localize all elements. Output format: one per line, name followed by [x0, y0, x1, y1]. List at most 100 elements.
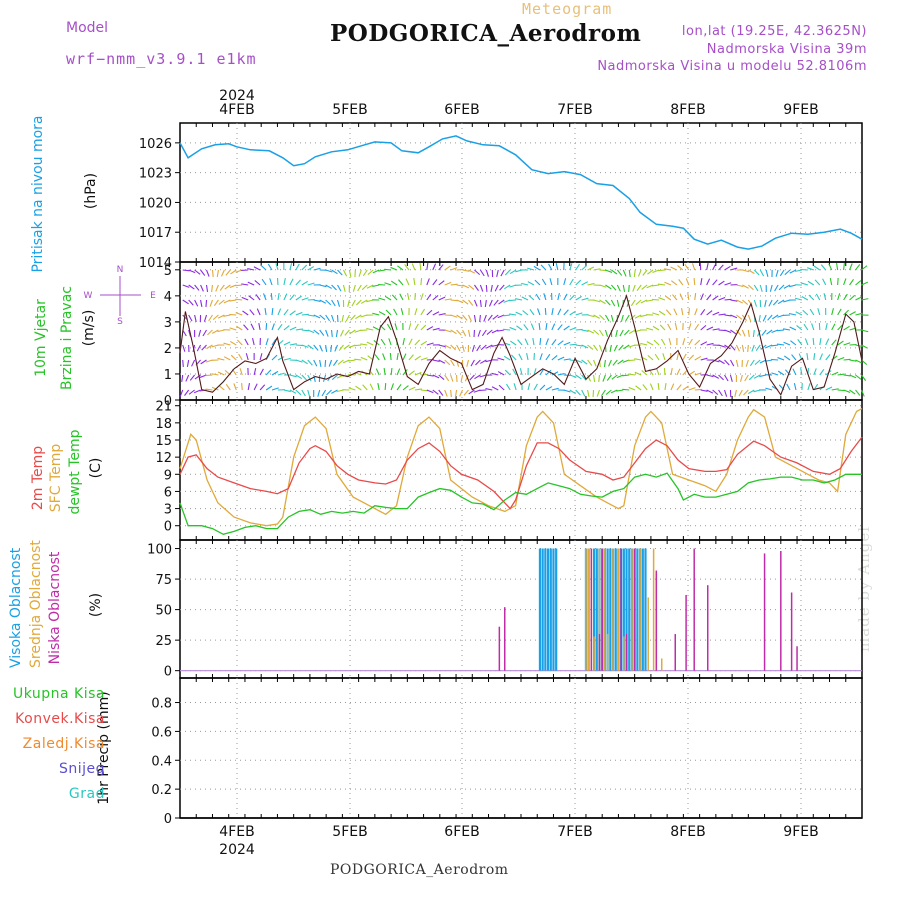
wind-barb [735, 359, 739, 367]
wind-barb [378, 297, 386, 301]
wind-barb [747, 389, 755, 395]
wind-barb [803, 323, 809, 331]
wind-barb [521, 282, 529, 286]
top-day-label: 6FEB [444, 102, 479, 118]
wind-barb [265, 338, 269, 346]
wind-barb [551, 323, 556, 331]
wind-barb [438, 264, 444, 271]
wind-barb [260, 264, 267, 271]
wind-barb [758, 314, 761, 322]
wind-barb [658, 297, 666, 301]
wind-barb [828, 263, 833, 271]
wind-barb [426, 326, 434, 331]
wind-barb [330, 344, 333, 353]
wind-barb [205, 359, 213, 363]
wind-barb [753, 299, 758, 307]
wind-barb [599, 329, 604, 337]
wind-barb [569, 374, 577, 378]
wind-barb [837, 308, 842, 316]
wind-barb [277, 372, 285, 376]
wind-barb [688, 387, 696, 391]
wind-barb [557, 308, 562, 316]
wind-barb [676, 353, 680, 361]
wind-barb [605, 284, 612, 290]
wind-barb [778, 284, 785, 291]
wind-barb [861, 344, 868, 349]
wind-barb [587, 266, 595, 271]
wind-barb [402, 369, 408, 376]
wind-barb [223, 299, 231, 304]
wind-barb [474, 284, 479, 292]
wind-barb [706, 294, 712, 301]
wind-barb [426, 262, 429, 271]
wind-barb [706, 389, 714, 394]
wind-barb [674, 323, 678, 331]
wind-barb [813, 368, 817, 376]
wind-barb [438, 374, 445, 380]
wind-barb [444, 344, 452, 349]
wind-barb [464, 374, 469, 382]
wind-barb [861, 374, 867, 381]
wind-barb [485, 269, 489, 277]
wind-barb [807, 383, 811, 391]
wind-barb [512, 368, 517, 376]
wind-barb [712, 311, 720, 316]
wind-barb [225, 384, 231, 391]
wind-barb [855, 359, 863, 364]
wind-barb [202, 329, 207, 337]
wind-barb [438, 280, 445, 286]
wind-barb [743, 389, 749, 396]
wind-barb [730, 329, 737, 335]
wind-barb [295, 374, 303, 380]
wind-barb [494, 284, 499, 292]
wind-barb [771, 329, 779, 334]
wind-barb [408, 323, 412, 331]
wind-barb [408, 386, 416, 391]
wind-barb [861, 329, 869, 333]
wind-barb [325, 344, 328, 353]
wind-barb [233, 383, 237, 391]
wind-barb [420, 340, 428, 346]
wind-barb [456, 314, 463, 320]
wind-barbs-layer [179, 262, 869, 398]
wind-barb [402, 353, 407, 361]
wind-barb [236, 339, 243, 346]
bottom-title: PODGORICA_Aerodrom [330, 862, 509, 878]
wind-barb [301, 297, 309, 301]
wind-barb [855, 312, 863, 316]
wind-barb [191, 359, 196, 367]
wind-barb [837, 356, 845, 361]
wind-barb [426, 278, 430, 286]
wind-barb [682, 353, 687, 361]
wind-barb [468, 389, 475, 395]
wind-barb [628, 386, 636, 391]
wind-barb [253, 266, 261, 271]
wind-barb [414, 339, 421, 346]
wind-barb [712, 359, 720, 363]
wind-barb [691, 263, 696, 271]
wind-tick-label: 3 [164, 316, 172, 331]
pressure-tick-label: 1014 [139, 256, 172, 271]
wind-barb [307, 266, 315, 271]
wind-barb [505, 383, 511, 391]
cloud-tick-label: 100 [147, 543, 172, 558]
wind-barb [551, 355, 558, 361]
wind-barb [744, 374, 749, 382]
temp-tick-label: 18 [155, 417, 172, 432]
wind-barb [563, 341, 571, 346]
wind-barb [426, 374, 434, 377]
wind-barb [724, 265, 731, 271]
wind-barb [360, 299, 368, 304]
wind-barb [283, 309, 289, 316]
panel-frame [179, 539, 863, 679]
wind-barb [663, 367, 666, 376]
wind-barb [652, 269, 660, 274]
wind-barb [503, 299, 511, 303]
wind-barb [354, 329, 362, 333]
wind-barb [681, 308, 684, 316]
panel-frame [179, 399, 863, 541]
wind-barb [211, 344, 219, 348]
wind-barb [581, 359, 588, 365]
wind-barb [521, 296, 529, 301]
legend-ukupna: Ukupna Kisa [12, 686, 105, 702]
